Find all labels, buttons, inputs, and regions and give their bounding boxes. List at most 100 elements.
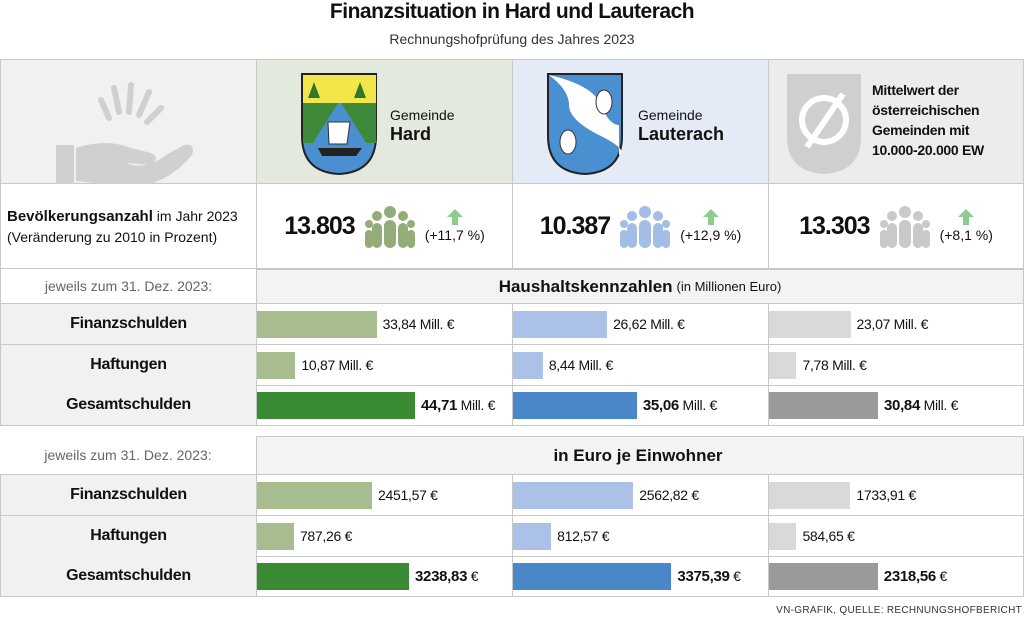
bar-cell: 23,07 Mill. € xyxy=(769,304,1024,345)
population-cell: 13.303 (+8,1 %) xyxy=(769,184,1024,269)
bar-hard xyxy=(257,522,294,550)
value-unit: € xyxy=(344,527,353,544)
category-label: Finanzschulden xyxy=(0,304,257,345)
bar-value-label: 26,62 Mill. € xyxy=(613,304,685,344)
bar-value-label: 2562,82 € xyxy=(639,475,699,515)
value-number: 35,06 xyxy=(642,396,679,414)
bar-value-label: 787,26 € xyxy=(300,516,352,556)
category-label: Gesamtschulden xyxy=(0,385,257,426)
bar-value-label: 584,65 € xyxy=(802,516,854,556)
value-unit: € xyxy=(470,568,479,584)
bar-cell: 2562,82 € xyxy=(513,475,769,516)
bar-mittelwert xyxy=(769,311,851,338)
bar-cell: 7,78 Mill. € xyxy=(769,344,1024,386)
bar-cell: 35,06 Mill. € xyxy=(513,385,769,426)
value-number: 584,65 xyxy=(802,527,844,544)
bar-cell: 787,26 € xyxy=(257,515,513,557)
category-label: Haftungen xyxy=(0,344,257,386)
bar-cell: 30,84 Mill. € xyxy=(769,385,1024,426)
gemeinde-name: Hard xyxy=(390,124,432,144)
hard-label: Gemeinde Hard xyxy=(390,106,455,144)
bar-cell: 44,71 Mill. € xyxy=(257,385,513,426)
value-unit: Mill. € xyxy=(460,397,496,413)
bar-mittelwert xyxy=(769,392,878,419)
value-unit: € xyxy=(939,568,948,584)
bar-mittelwert xyxy=(769,351,797,379)
value-unit: € xyxy=(908,487,916,503)
value-number: 2318,56 xyxy=(883,567,936,585)
change-text: (+12,9 %) xyxy=(680,227,742,243)
bar-hard xyxy=(257,311,377,338)
bar-cell: 33,84 Mill. € xyxy=(257,304,513,345)
value-unit: Mill. € xyxy=(832,356,867,373)
value-number: 33,84 xyxy=(382,316,417,332)
population-cell: 13.803 (+11,7 %) xyxy=(257,184,513,269)
value-number: 26,62 xyxy=(613,316,647,332)
value-unit: € xyxy=(847,527,855,544)
people-icon xyxy=(364,206,415,248)
population-label: Bevölkerungsanzahl im Jahr 2023 (Veränder… xyxy=(0,184,257,269)
bar-value-label: 10,87 Mill. € xyxy=(301,345,373,385)
population-label-note: (Veränderung zu 2010 in Prozent) xyxy=(7,229,218,245)
bar-value-label: 33,84 Mill. € xyxy=(383,304,455,344)
value-number: 44,71 xyxy=(421,396,458,414)
bar-value-label: 44,71 Mill. € xyxy=(421,385,495,425)
category-label: Gesamtschulden xyxy=(0,556,257,597)
bar-value-label: 23,07 Mill. € xyxy=(857,304,929,344)
value-unit: Mill. € xyxy=(650,316,685,332)
hand-icon-cell xyxy=(0,59,257,190)
header-hard xyxy=(257,59,513,184)
hard-coat-of-arms xyxy=(300,72,378,181)
value-unit: Mill. € xyxy=(578,356,613,373)
bar-hard xyxy=(257,351,296,379)
population-value: 13.303 xyxy=(799,211,870,240)
value-number: 812,57 xyxy=(557,527,599,544)
value-number: 787,26 xyxy=(299,527,341,544)
section-title-text: in Euro je Einwohner xyxy=(553,445,723,465)
value-number: 8,44 xyxy=(548,356,575,373)
chart-title: Finanzsituation in Hard und Lauterach xyxy=(329,0,695,23)
bar-cell: 812,57 € xyxy=(513,515,769,557)
change-text: (+8,1 %) xyxy=(939,227,993,243)
value-number: 3238,83 xyxy=(415,567,468,585)
bar-value-label: 1733,91 € xyxy=(856,475,916,515)
gemeinde-prefix: Gemeinde xyxy=(390,107,455,123)
bar-hard xyxy=(257,563,409,590)
section-title: Haushaltskennzahlen (in Millionen Euro) xyxy=(257,269,1024,304)
arrow-up-icon xyxy=(958,209,975,225)
bar-cell: 10,87 Mill. € xyxy=(257,344,513,386)
source-note: VN-GRAFIK, QUELLE: RECHNUNGSHOFBERICHT xyxy=(776,605,1022,616)
value-number: 2451,57 xyxy=(378,487,427,503)
value-unit: € xyxy=(601,527,610,544)
value-unit: € xyxy=(733,568,741,584)
value-number: 1733,91 xyxy=(856,487,905,503)
bar-cell: 3238,83 € xyxy=(257,556,513,597)
value-unit: Mill. € xyxy=(419,316,455,332)
value-number: 3375,39 xyxy=(677,567,730,585)
bar-cell: 26,62 Mill. € xyxy=(513,304,769,345)
section-title-note: (in Millionen Euro) xyxy=(676,279,782,294)
bar-hard xyxy=(257,482,373,509)
bar-mittelwert xyxy=(769,482,851,509)
bar-cell: 2451,57 € xyxy=(257,475,513,516)
bar-lauterach xyxy=(513,563,672,590)
bar-cell: 3375,39 € xyxy=(513,556,769,597)
section-title-text: Haushaltskennzahlen xyxy=(498,276,673,296)
bar-cell: 2318,56 € xyxy=(769,556,1024,597)
value-number: 7,78 xyxy=(802,356,829,373)
average-shield-icon xyxy=(785,72,863,181)
value-number: 10,87 xyxy=(301,356,335,373)
bar-lauterach xyxy=(513,392,637,419)
bar-cell: 8,44 Mill. € xyxy=(513,344,769,386)
category-label: Finanzschulden xyxy=(0,475,257,516)
category-label: Haftungen xyxy=(0,515,257,557)
population-change: (+8,1 %) xyxy=(940,209,993,243)
value-number: 30,84 xyxy=(883,396,921,414)
bar-mittelwert xyxy=(769,563,878,590)
date-label: jeweils zum 31. Dez. 2023: xyxy=(0,436,257,475)
value-unit: Mill. € xyxy=(682,397,718,413)
value-unit: Mill. € xyxy=(338,356,374,373)
population-value: 13.803 xyxy=(284,211,355,240)
population-change: (+11,7 %) xyxy=(425,209,485,243)
bar-value-label: 2451,57 € xyxy=(378,475,438,515)
